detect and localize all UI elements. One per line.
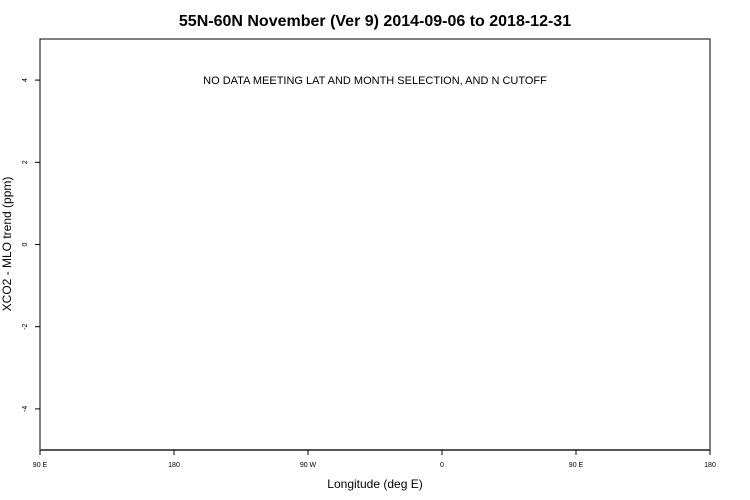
y-tick-label: -4 <box>22 406 29 412</box>
x-tick-label: 90 W <box>300 462 317 469</box>
y-tick-label: -2 <box>22 323 29 329</box>
plot-frame <box>39 38 711 451</box>
y-axis-ticks: -4 -2 0 2 4 <box>22 78 40 412</box>
no-data-annotation: NO DATA MEETING LAT AND MONTH SELECTION,… <box>203 75 547 87</box>
y-tick-label: 0 <box>22 242 29 246</box>
x-tick-label: 180 <box>704 462 716 469</box>
chart-title: 55N-60N November (Ver 9) 2014-09-06 to 2… <box>179 13 571 30</box>
x-tick-label: 0 <box>440 462 444 469</box>
y-tick-label: 2 <box>22 160 29 164</box>
x-axis-ticks: 90 E 180 90 W 0 90 E 180 <box>33 450 716 469</box>
y-tick-label: 4 <box>22 78 29 82</box>
x-axis-label: Longitude (deg E) <box>327 477 422 491</box>
x-tick-label: 90 E <box>33 462 48 469</box>
x-tick-label: 180 <box>168 462 180 469</box>
x-tick-label: 90 E <box>569 462 584 469</box>
y-axis-label: XCO2 - MLO trend (ppm) <box>0 177 14 312</box>
